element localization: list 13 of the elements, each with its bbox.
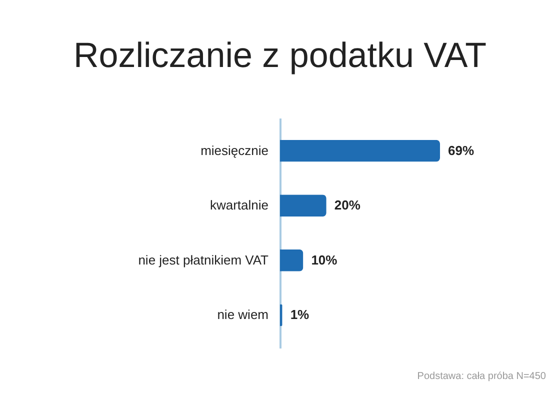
data-label: 69% [448,142,474,158]
y-tick-label: miesięcznie [200,142,268,158]
y-tick-label: kwartalnie [210,198,268,213]
data-label: 10% [311,252,338,268]
bar [280,140,440,162]
data-label: 1% [290,307,310,322]
bar [280,249,304,272]
y-tick-label: nie jest płatnikiem VAT [138,252,269,268]
bar [280,194,326,217]
chart-title: Rozliczanie z podatku VAT [72,36,488,76]
text: Podstawa: cała próba N=450 [417,371,546,382]
y-tick-label: nie wiem [217,307,268,322]
data-label: 20% [334,198,361,213]
